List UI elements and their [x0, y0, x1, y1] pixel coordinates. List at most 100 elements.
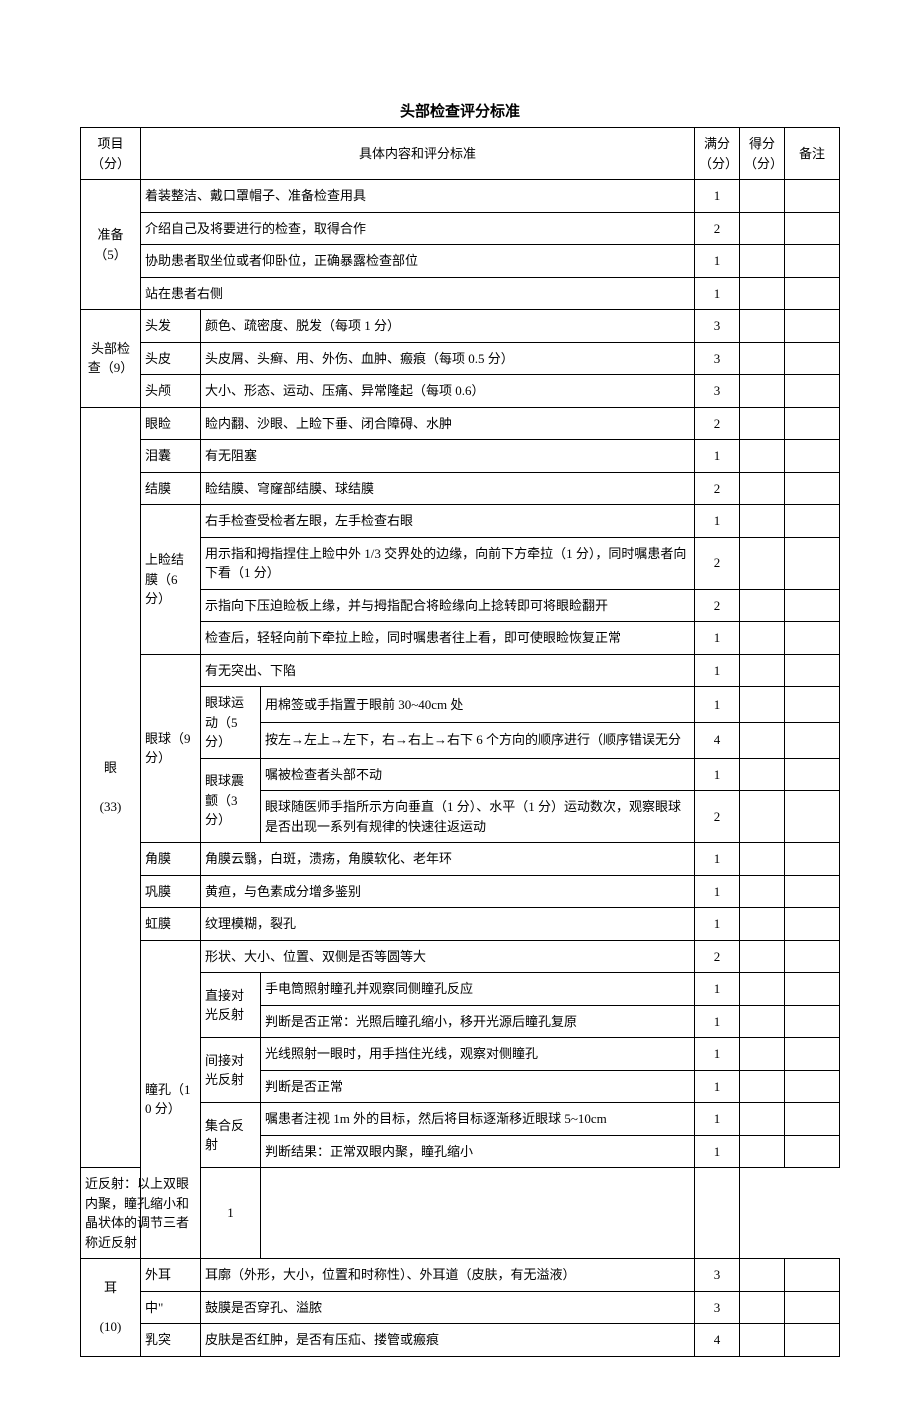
- cell-note[interactable]: [785, 654, 840, 687]
- cell-full: 1: [695, 973, 740, 1006]
- cell-score[interactable]: [740, 654, 785, 687]
- cell-note[interactable]: [785, 1324, 840, 1357]
- cell-note[interactable]: [785, 472, 840, 505]
- cell-sub: 外耳: [141, 1259, 201, 1292]
- cell-score[interactable]: [740, 1291, 785, 1324]
- cell-full: 2: [695, 791, 740, 843]
- cell-full: 2: [695, 212, 740, 245]
- cell-score[interactable]: [740, 212, 785, 245]
- cell-note[interactable]: [695, 1168, 740, 1259]
- cell-note[interactable]: [785, 1038, 840, 1071]
- cell-full: 1: [695, 180, 740, 213]
- cell-score[interactable]: [740, 589, 785, 622]
- cell-note[interactable]: [785, 277, 840, 310]
- cell-score[interactable]: [740, 1070, 785, 1103]
- cell-score[interactable]: [740, 505, 785, 538]
- cell-score[interactable]: [740, 180, 785, 213]
- table-row: 近反射：以上双眼内聚，瞳孔缩小和晶状体的调节三者称近反射 1: [81, 1168, 840, 1259]
- cell-score[interactable]: [740, 687, 785, 723]
- cell-score[interactable]: [740, 407, 785, 440]
- table-row: 中" 鼓膜是否穿孔、溢脓 3: [81, 1291, 840, 1324]
- cell-sub: 头皮: [141, 342, 201, 375]
- cell-note[interactable]: [785, 687, 840, 723]
- cell-note[interactable]: [785, 505, 840, 538]
- cell-note[interactable]: [785, 1291, 840, 1324]
- cell-full: 1: [695, 245, 740, 278]
- cell-full: 2: [695, 407, 740, 440]
- cell-score[interactable]: [740, 758, 785, 791]
- table-row: 角膜 角膜云翳，白斑，溃疡，角膜软化、老年环 1: [81, 843, 840, 876]
- page-title: 头部检查评分标准: [80, 100, 840, 121]
- cell-desc: 近反射：以上双眼内聚，瞳孔缩小和晶状体的调节三者称近反射: [81, 1168, 201, 1259]
- cell-note[interactable]: [785, 375, 840, 408]
- cell-score[interactable]: [740, 843, 785, 876]
- cell-score[interactable]: [740, 875, 785, 908]
- cell-full: 1: [695, 1005, 740, 1038]
- cell-full: 1: [695, 505, 740, 538]
- cell-desc: 有无阻塞: [201, 440, 695, 473]
- cell-note[interactable]: [785, 1005, 840, 1038]
- cell-score[interactable]: [740, 1324, 785, 1357]
- cell-score[interactable]: [740, 1135, 785, 1168]
- hdr-score: 得分（分）: [740, 128, 785, 180]
- cell-full: 3: [695, 375, 740, 408]
- cell-desc: 手电筒照射瞳孔并观察同侧瞳孔反应: [261, 973, 695, 1006]
- cell-note[interactable]: [785, 245, 840, 278]
- cell-score[interactable]: [740, 1103, 785, 1136]
- cell-full: 1: [695, 758, 740, 791]
- cell-desc: 介绍自己及将要进行的检查，取得合作: [141, 212, 695, 245]
- cell-note[interactable]: [785, 537, 840, 589]
- cell-note[interactable]: [785, 908, 840, 941]
- cell-note[interactable]: [785, 622, 840, 655]
- cell-note[interactable]: [785, 342, 840, 375]
- cell-sub: 上睑结膜（6 分）: [141, 505, 201, 655]
- cell-note[interactable]: [785, 1135, 840, 1168]
- cell-score[interactable]: [740, 245, 785, 278]
- cell-note[interactable]: [785, 1259, 840, 1292]
- cell-note[interactable]: [785, 440, 840, 473]
- cell-note[interactable]: [785, 843, 840, 876]
- cell-score[interactable]: [740, 722, 785, 758]
- cell-score[interactable]: [740, 908, 785, 941]
- cell-full: 1: [695, 1103, 740, 1136]
- table-row: 介绍自己及将要进行的检查，取得合作 2: [81, 212, 840, 245]
- cell-score[interactable]: [261, 1168, 695, 1259]
- cell-note[interactable]: [785, 940, 840, 973]
- cell-desc: 站在患者右侧: [141, 277, 695, 310]
- cell-score[interactable]: [740, 472, 785, 505]
- cell-sub2: 集合反射: [201, 1103, 261, 1168]
- cell-score[interactable]: [740, 940, 785, 973]
- table-header: 项目（分） 具体内容和评分标准 满分（分） 得分（分） 备注: [81, 128, 840, 180]
- cell-note[interactable]: [785, 758, 840, 791]
- cell-score[interactable]: [740, 622, 785, 655]
- cell-note[interactable]: [785, 875, 840, 908]
- cell-note[interactable]: [785, 310, 840, 343]
- cell-score[interactable]: [740, 277, 785, 310]
- cell-note[interactable]: [785, 589, 840, 622]
- cell-score[interactable]: [740, 1259, 785, 1292]
- table-row: 耳 (10) 外耳 耳廓（外形，大小，位置和时称性）、外耳道（皮肤，有无溢液） …: [81, 1259, 840, 1292]
- cell-note[interactable]: [785, 1070, 840, 1103]
- cell-note[interactable]: [785, 407, 840, 440]
- cell-note[interactable]: [785, 791, 840, 843]
- cell-full: 1: [695, 908, 740, 941]
- cell-sub: 结膜: [141, 472, 201, 505]
- cell-score[interactable]: [740, 440, 785, 473]
- cell-note[interactable]: [785, 722, 840, 758]
- cell-score[interactable]: [740, 973, 785, 1006]
- cell-note[interactable]: [785, 180, 840, 213]
- cell-note[interactable]: [785, 212, 840, 245]
- cell-score[interactable]: [740, 537, 785, 589]
- cell-note[interactable]: [785, 973, 840, 1006]
- cell-score[interactable]: [740, 310, 785, 343]
- cell-score[interactable]: [740, 342, 785, 375]
- cell-score[interactable]: [740, 375, 785, 408]
- hdr-category: 项目（分）: [81, 128, 141, 180]
- cell-score[interactable]: [740, 1005, 785, 1038]
- table-row: 协助患者取坐位或者仰卧位，正确暴露检查部位 1: [81, 245, 840, 278]
- cat-eye-name: 眼: [104, 760, 117, 775]
- cell-score[interactable]: [740, 1038, 785, 1071]
- cell-note[interactable]: [785, 1103, 840, 1136]
- cell-score[interactable]: [740, 791, 785, 843]
- cell-full: 1: [695, 277, 740, 310]
